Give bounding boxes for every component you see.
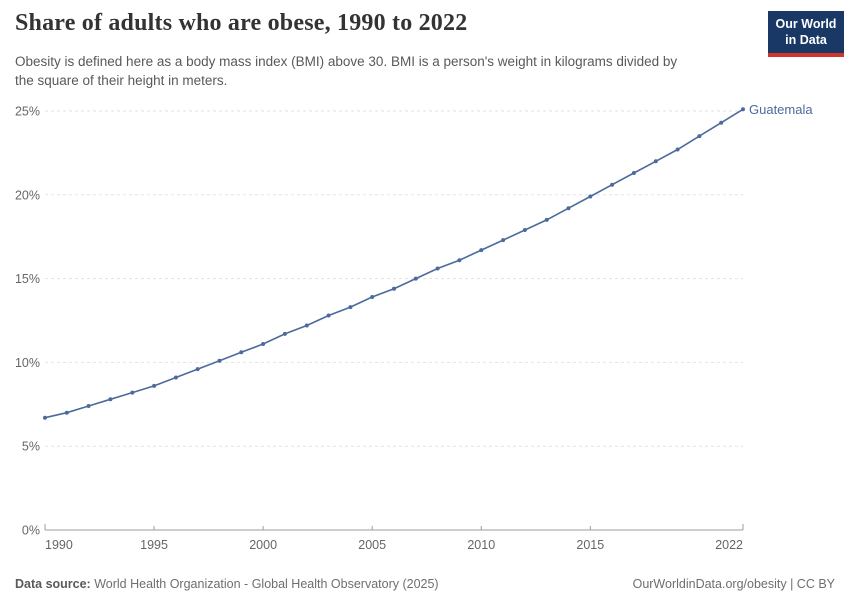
data-point[interactable] <box>588 194 593 199</box>
data-point[interactable] <box>130 390 135 395</box>
data-point[interactable] <box>326 313 331 318</box>
data-point[interactable] <box>152 383 157 388</box>
x-tick-label: 2010 <box>467 538 495 552</box>
data-point[interactable] <box>239 350 244 355</box>
chart-footer: Data source: World Health Organization -… <box>15 577 835 591</box>
data-point[interactable] <box>43 415 47 420</box>
data-point[interactable] <box>631 171 636 175</box>
data-point[interactable] <box>675 147 680 152</box>
data-point[interactable] <box>304 323 309 328</box>
y-tick-label: 5% <box>22 440 40 454</box>
x-tick-label: 1995 <box>140 538 168 552</box>
attribution-link[interactable]: OurWorldinData.org/obesity | CC BY <box>632 577 835 591</box>
data-point[interactable] <box>610 182 615 187</box>
owid-logo-line-2: in Data <box>785 33 827 48</box>
data-line[interactable] <box>44 108 744 419</box>
data-point[interactable] <box>435 266 440 271</box>
series-end-label[interactable]: Guatemala <box>749 102 813 117</box>
data-point[interactable] <box>370 295 375 299</box>
y-tick-label: 10% <box>15 356 40 370</box>
x-tick-label: 1990 <box>45 538 73 552</box>
data-point[interactable] <box>261 342 266 346</box>
y-tick-label: 0% <box>22 524 40 538</box>
y-tick-label: 25% <box>15 105 40 119</box>
data-point[interactable] <box>501 238 506 243</box>
data-point[interactable] <box>392 286 396 291</box>
data-point[interactable] <box>413 276 418 281</box>
data-point[interactable] <box>566 206 571 211</box>
data-point[interactable] <box>741 107 745 112</box>
data-point[interactable] <box>64 410 69 415</box>
x-tick-label: 2005 <box>358 538 386 552</box>
data-source-text: World Health Organization - Global Healt… <box>94 577 439 591</box>
y-tick-label: 15% <box>15 272 40 286</box>
x-tick-label: 2015 <box>576 538 604 552</box>
data-point[interactable] <box>195 367 200 372</box>
data-point[interactable] <box>719 120 724 125</box>
data-point[interactable] <box>108 397 113 402</box>
data-source-label: Data source: <box>15 577 91 591</box>
data-point[interactable] <box>348 305 353 310</box>
x-tick-label: 2000 <box>249 538 277 552</box>
data-source: Data source: World Health Organization -… <box>15 577 439 591</box>
data-point[interactable] <box>653 159 658 164</box>
y-tick-label: 20% <box>15 188 40 202</box>
data-point[interactable] <box>697 134 702 139</box>
page-title: Share of adults who are obese, 1990 to 2… <box>15 10 468 36</box>
data-point[interactable] <box>173 375 178 380</box>
subtitle-line-2: the square of their height in meters. <box>15 73 228 89</box>
data-point[interactable] <box>522 228 527 232</box>
subtitle-line-1: Obesity is defined here as a body mass i… <box>15 54 678 69</box>
data-point[interactable] <box>217 358 222 363</box>
chart-subtitle: Obesity is defined here as a body mass i… <box>15 52 677 90</box>
data-point[interactable] <box>544 217 549 222</box>
owid-logo[interactable]: Our World in Data <box>768 11 844 57</box>
data-point[interactable] <box>86 404 91 408</box>
data-point[interactable] <box>457 258 462 263</box>
data-point[interactable] <box>479 248 484 253</box>
x-tick-label: 2022 <box>715 538 743 552</box>
data-point[interactable] <box>282 331 287 336</box>
owid-logo-line-1: Our World <box>775 17 837 31</box>
